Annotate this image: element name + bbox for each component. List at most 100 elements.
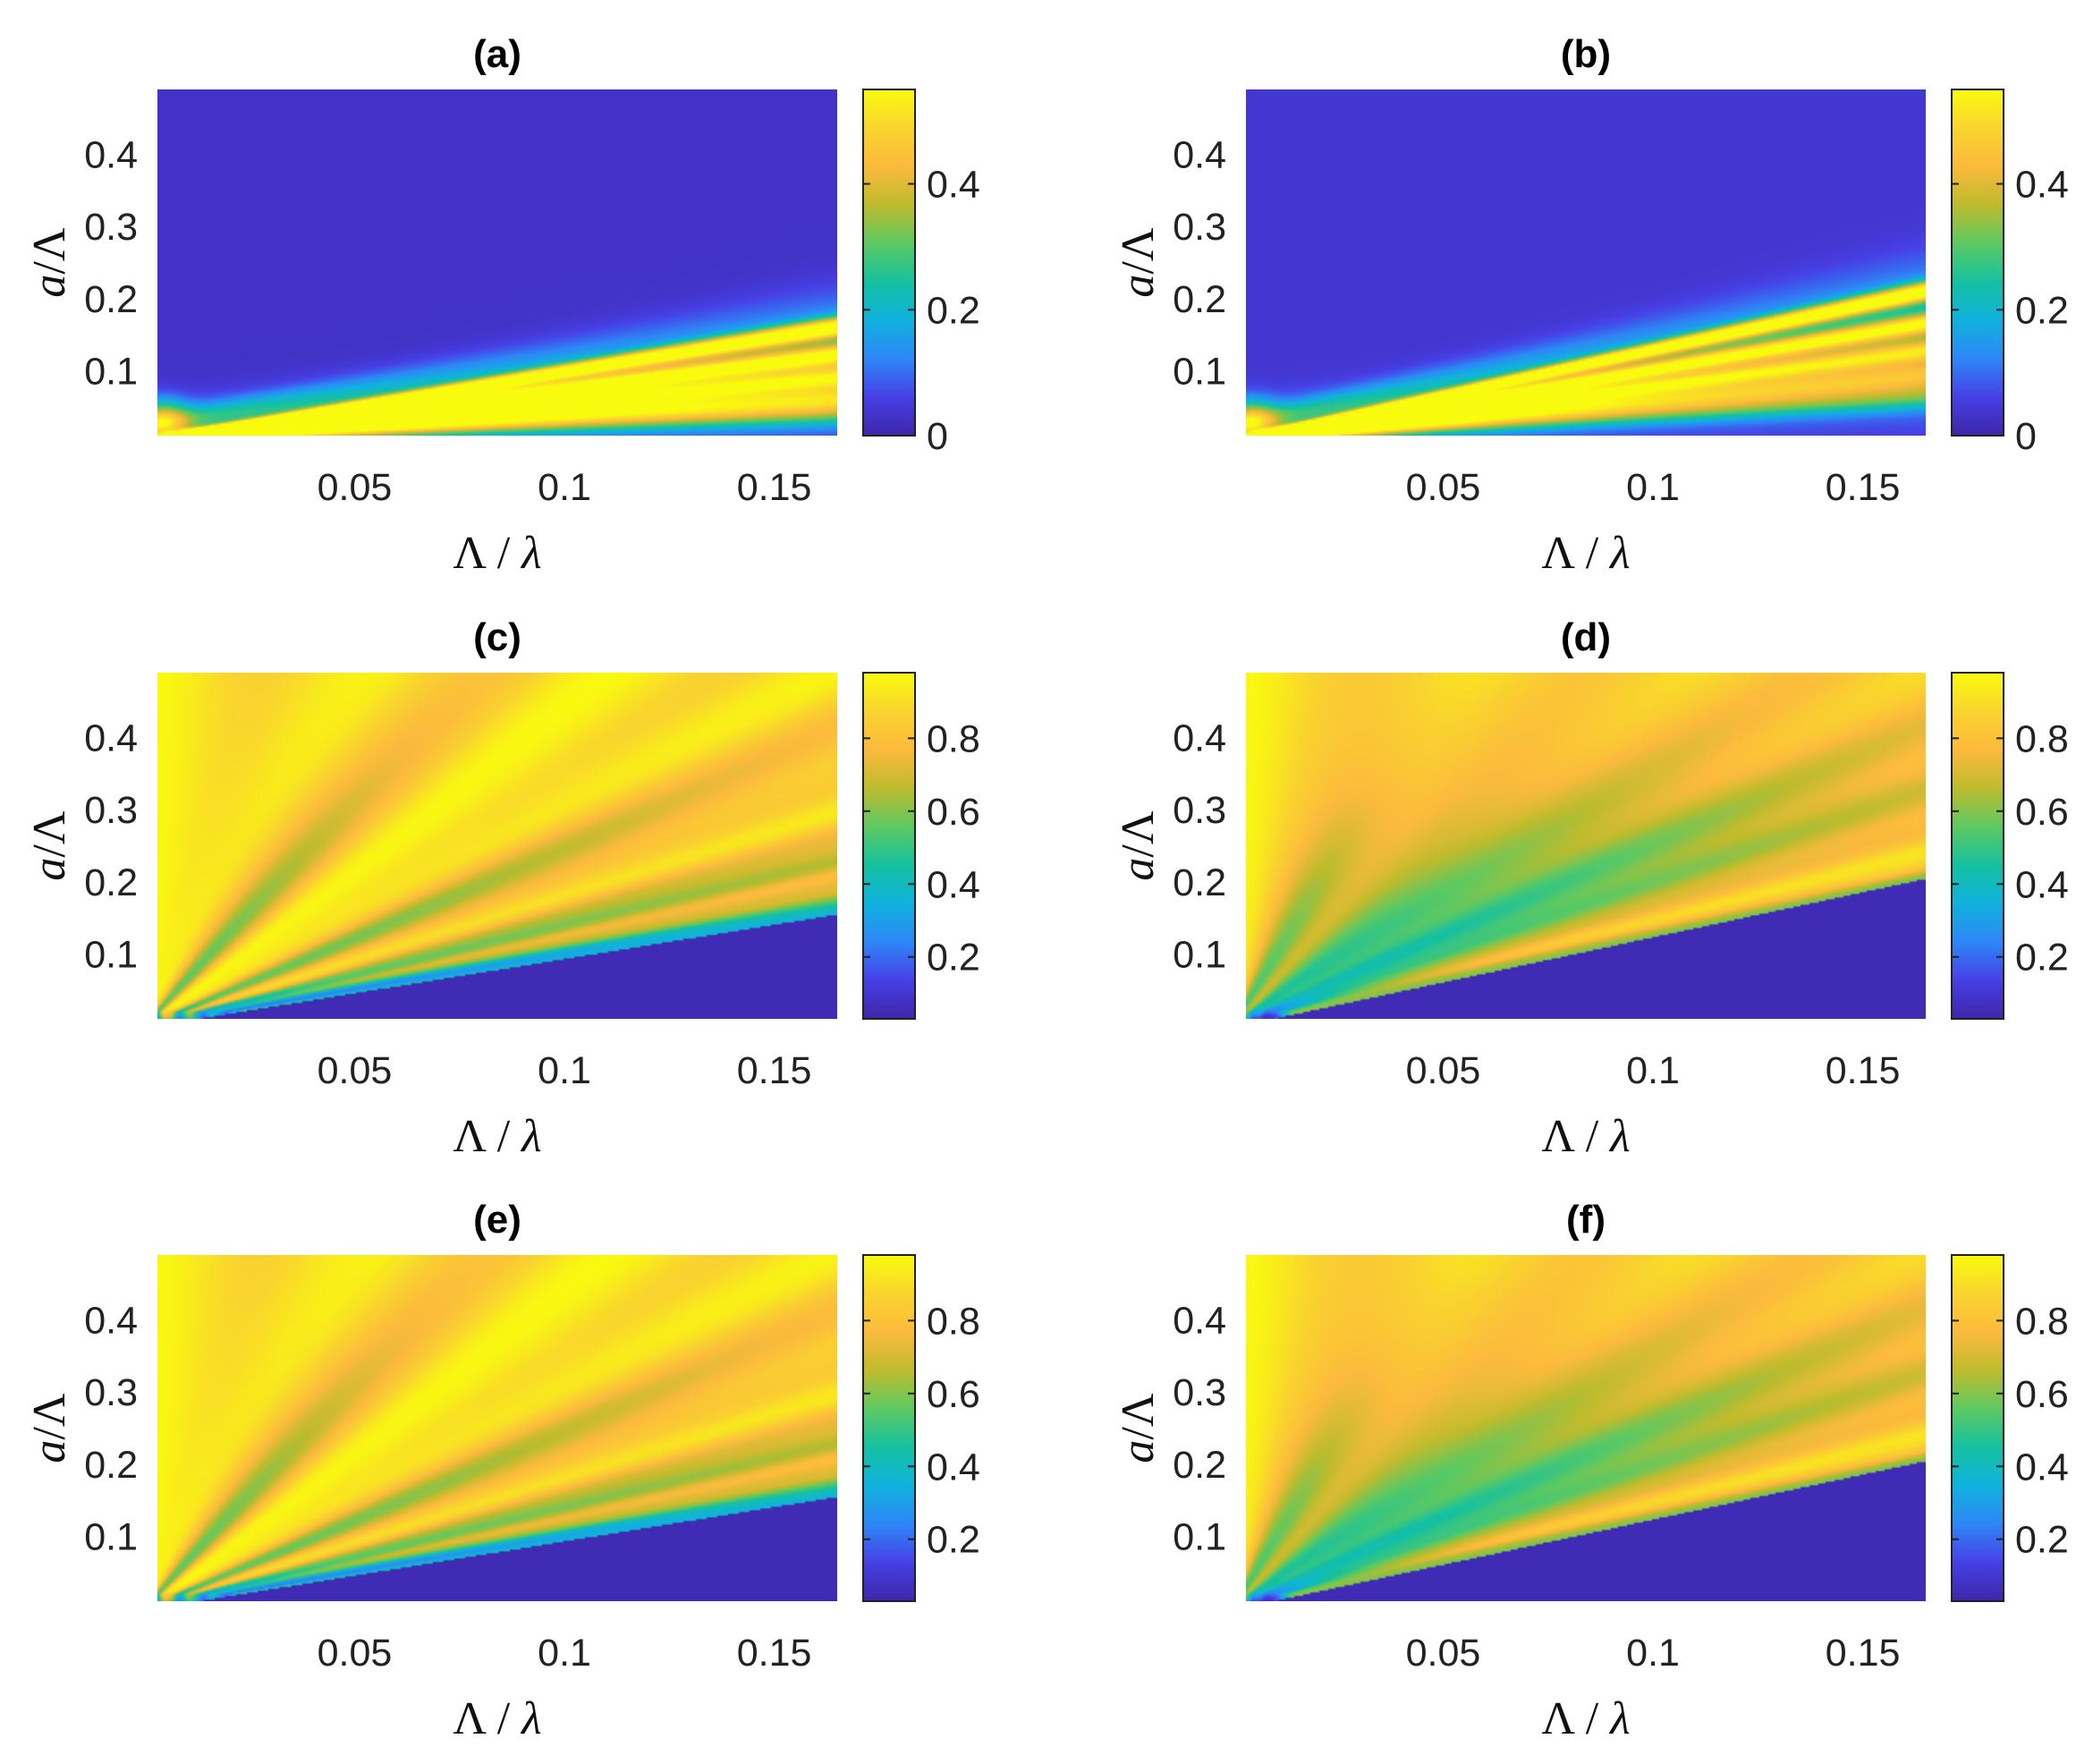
x-label-lambda-big: Λ bbox=[1541, 528, 1575, 579]
x-axis-ticks: 0.05 0.1 0.15 bbox=[1406, 1632, 1901, 1675]
x-axis-label: Λ / λ bbox=[1541, 1111, 1630, 1162]
x-tick-label: 0.15 bbox=[1826, 1632, 1901, 1675]
y-axis-ticks: 0.1 0.2 0.3 0.4 bbox=[84, 134, 138, 394]
x-axis-label: Λ / λ bbox=[1541, 528, 1630, 579]
colorbar: 0 0.2 0.4 bbox=[862, 89, 980, 458]
x-label-lambda-small: λ bbox=[1608, 1111, 1631, 1162]
x-axis-ticks: 0.05 0.1 0.15 bbox=[318, 1632, 812, 1675]
x-tick-label: 0.1 bbox=[538, 1632, 591, 1675]
panel-a: (a) 0.05 0.1 0.15 0.10.20.30.4 Λ / λ a/Λ 0… bbox=[24, 32, 980, 579]
x-label-slash: / bbox=[486, 528, 521, 579]
x-label-lambda-small: λ bbox=[520, 528, 542, 579]
x-tick-label: 0.15 bbox=[1826, 1049, 1901, 1092]
y-tick-label: 0.3 bbox=[84, 789, 138, 832]
y-tick-label: 0.2 bbox=[84, 278, 138, 321]
x-label-slash: / bbox=[1574, 528, 1610, 579]
x-axis-ticks: 0.05 0.1 0.15 bbox=[318, 1049, 812, 1092]
colorbar-tick-label: 0.8 bbox=[2015, 717, 2069, 760]
heatmap-plot-area bbox=[157, 673, 837, 1019]
colorbar-gradient bbox=[862, 672, 916, 1020]
colorbar-tick-label: 0.4 bbox=[927, 1446, 980, 1488]
heatmap-image bbox=[1246, 89, 1926, 436]
panel-b: (b) 0.05 0.1 0.15 0.10.20.30.4 Λ / λ a/Λ 0… bbox=[1113, 32, 2069, 579]
heatmap-image bbox=[1246, 673, 1926, 1019]
y-label-a: a bbox=[24, 275, 75, 298]
y-tick-label: 0.4 bbox=[84, 717, 138, 760]
colorbar: 0.2 0.4 0.6 0.8 bbox=[1951, 1254, 2069, 1602]
y-axis-label: a/Λ bbox=[1113, 227, 1164, 297]
x-label-lambda-big: Λ bbox=[1541, 1693, 1575, 1744]
x-tick-label: 0.15 bbox=[737, 1632, 812, 1675]
panel-title: (e) bbox=[473, 1198, 521, 1242]
x-tick-label: 0.1 bbox=[1626, 466, 1680, 509]
x-label-lambda-big: Λ bbox=[453, 1693, 487, 1744]
y-axis-ticks: 0.1 0.2 0.3 0.4 bbox=[1173, 134, 1226, 394]
x-tick-label: 0.05 bbox=[318, 1049, 393, 1092]
x-tick-label: 0.15 bbox=[737, 466, 812, 509]
colorbar-tick-label: 0.2 bbox=[2015, 289, 2069, 332]
y-axis-label: a/Λ bbox=[1113, 1393, 1164, 1463]
x-tick-label: 0.1 bbox=[538, 466, 591, 509]
y-tick-label: 0.1 bbox=[1173, 933, 1226, 976]
colorbar: 0.2 0.4 0.6 0.8 bbox=[862, 672, 980, 1020]
x-tick-label: 0.15 bbox=[737, 1049, 812, 1092]
x-label-slash: / bbox=[486, 1693, 521, 1744]
y-axis-label: a/Λ bbox=[24, 1393, 75, 1463]
colorbar: 0 0.2 0.4 bbox=[1951, 89, 2069, 458]
colorbar-tick-label: 0.2 bbox=[927, 289, 980, 332]
y-label-rest: /Λ bbox=[1113, 810, 1164, 857]
x-label-lambda-small: λ bbox=[1608, 528, 1631, 579]
colorbar-tick-label: 0.8 bbox=[927, 717, 980, 760]
x-label-lambda-small: λ bbox=[520, 1111, 542, 1162]
y-label-rest: /Λ bbox=[1113, 227, 1164, 274]
x-label-lambda-big: Λ bbox=[1541, 1111, 1575, 1162]
y-label-a: a bbox=[1113, 1440, 1164, 1463]
panel-title: (f) bbox=[1566, 1198, 1606, 1242]
y-tick-label: 0.1 bbox=[1173, 1515, 1226, 1558]
x-tick-label: 0.05 bbox=[318, 466, 393, 509]
y-tick-label: 0.3 bbox=[84, 206, 138, 249]
colorbar-gradient bbox=[862, 89, 916, 437]
colorbar-gradient bbox=[1951, 672, 2004, 1020]
y-label-rest: /Λ bbox=[24, 1393, 75, 1439]
heatmap-plot-area bbox=[1246, 673, 1926, 1019]
x-tick-label: 0.1 bbox=[1626, 1632, 1680, 1675]
y-tick-label: 0.2 bbox=[1173, 1444, 1226, 1487]
y-axis-ticks: 0.1 0.2 0.3 0.4 bbox=[84, 1300, 138, 1559]
y-axis-label: a/Λ bbox=[1113, 810, 1164, 880]
x-tick-label: 0.15 bbox=[1826, 466, 1901, 509]
colorbar-tick-label: 0.4 bbox=[927, 863, 980, 906]
y-tick-label: 0.2 bbox=[84, 1444, 138, 1487]
x-tick-label: 0.05 bbox=[1406, 1049, 1481, 1092]
y-axis-ticks: 0.1 0.2 0.3 0.4 bbox=[1173, 1300, 1226, 1559]
colorbar-gradient bbox=[862, 1254, 916, 1602]
y-tick-label: 0.4 bbox=[1173, 717, 1226, 760]
y-axis-ticks: 0.1 0.2 0.3 0.4 bbox=[1173, 717, 1226, 977]
y-tick-label: 0.2 bbox=[1173, 861, 1226, 904]
x-axis-label: Λ / λ bbox=[1541, 1693, 1630, 1744]
heatmap-plot-area bbox=[1246, 1255, 1926, 1601]
y-label-rest: /Λ bbox=[1113, 1393, 1164, 1439]
colorbar-tick-label: 0.6 bbox=[927, 1373, 980, 1416]
x-tick-label: 0.05 bbox=[318, 1632, 393, 1675]
panel-f: (f) 0.05 0.1 0.15 0.10.20.30.4 Λ / λ a/Λ 0… bbox=[1113, 1198, 2069, 1744]
colorbar-tick-label: 0.2 bbox=[2015, 1519, 2069, 1562]
colorbar-tick-label: 0 bbox=[927, 415, 948, 458]
colorbar-tick-label: 0.4 bbox=[2015, 1446, 2069, 1488]
x-label-slash: / bbox=[486, 1111, 521, 1162]
x-label-lambda-small: λ bbox=[520, 1693, 542, 1744]
y-tick-label: 0.1 bbox=[84, 933, 138, 976]
x-tick-label: 0.1 bbox=[538, 1049, 591, 1092]
y-label-rest: /Λ bbox=[24, 227, 75, 274]
y-tick-label: 0.3 bbox=[84, 1371, 138, 1414]
y-axis-label: a/Λ bbox=[24, 810, 75, 880]
colorbar-tick-label: 0.6 bbox=[927, 791, 980, 834]
colorbar-tick-label: 0.2 bbox=[927, 937, 980, 980]
x-axis-label: Λ / λ bbox=[453, 1693, 541, 1744]
y-label-a: a bbox=[24, 858, 75, 881]
panel-title: (d) bbox=[1561, 615, 1611, 659]
colorbar-tick-label: 0.4 bbox=[2015, 863, 2069, 906]
colorbar: 0.2 0.4 0.6 0.8 bbox=[862, 1254, 980, 1602]
y-tick-label: 0.3 bbox=[1173, 1371, 1226, 1414]
